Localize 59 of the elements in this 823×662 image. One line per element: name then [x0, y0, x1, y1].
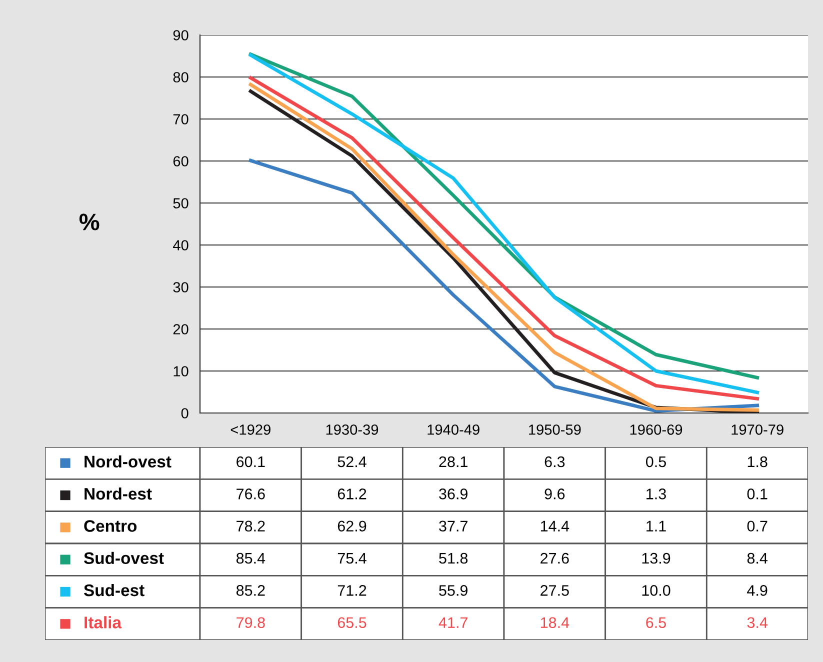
data-label: 6.5 [646, 617, 666, 628]
data-label: 27.6 [540, 552, 569, 564]
x-tick-label: 1970-79 [732, 424, 784, 435]
data-label: 0.5 [646, 456, 666, 468]
legend-label: Nord-est [84, 487, 152, 500]
y-tick-label: 80 [173, 72, 188, 82]
data-label: 13.9 [642, 552, 670, 564]
y-tick-label: 10 [174, 366, 188, 376]
x-tick-label: 1940-49 [428, 424, 480, 435]
y-tick-label: 90 [173, 30, 188, 40]
y-tick-label: 20 [173, 324, 188, 334]
data-label: 62.9 [338, 520, 366, 532]
y-tick-label: 40 [173, 240, 188, 250]
data-label: 37.7 [439, 520, 468, 532]
data-label: 85.4 [236, 552, 266, 564]
data-label: 61.2 [338, 488, 366, 500]
data-label: 76.6 [236, 488, 265, 500]
x-tick-label: 1950-59 [529, 424, 581, 435]
data-label: 78.2 [236, 520, 265, 532]
y-tick-label: 60 [173, 156, 188, 166]
y-axis-title: % [79, 214, 100, 230]
data-label: 4.9 [747, 585, 768, 596]
y-tick-label: 0 [181, 408, 188, 418]
data-label: 27.5 [540, 585, 569, 596]
data-label: 52.4 [338, 456, 366, 468]
data-label: 14.4 [540, 520, 570, 532]
data-label: 6.3 [544, 456, 565, 468]
data-label: 55.9 [439, 585, 468, 596]
legend-label: Sud-ovest [84, 552, 164, 564]
data-label: 9.6 [544, 488, 565, 500]
data-label: 1.8 [748, 456, 768, 468]
legend-label: Nord-ovest [84, 455, 172, 468]
x-tick-label: 1930-39 [326, 424, 378, 435]
data-label: 1.1 [646, 520, 666, 532]
y-tick-label: 50 [173, 198, 188, 208]
data-label: 85.2 [236, 585, 265, 596]
data-label: 0.7 [747, 520, 768, 532]
data-label: 3.4 [747, 617, 768, 628]
data-label: 71.2 [338, 585, 366, 596]
legend-label: Sud-est [84, 584, 144, 596]
legend-label: Centro [84, 520, 137, 532]
data-label: 18.4 [540, 617, 570, 628]
data-label: 51.8 [439, 552, 468, 564]
data-label: 0.1 [747, 488, 768, 500]
data-label: 65.5 [338, 617, 366, 628]
legend-label: Italia [84, 616, 122, 628]
data-label: 10.0 [642, 585, 670, 596]
data-label: 28.1 [439, 456, 468, 468]
data-label: 75.4 [338, 553, 366, 564]
data-label: 36.9 [439, 488, 468, 500]
data-label: 41.7 [438, 617, 468, 628]
data-label: 60.1 [236, 456, 265, 468]
y-tick-label: 30 [173, 282, 188, 292]
data-label: 1.3 [646, 488, 666, 500]
x-tick-label: 1960-69 [630, 424, 682, 435]
data-label: 79.8 [236, 617, 265, 628]
data-label: 8.4 [747, 552, 768, 564]
y-tick-label: 70 [173, 114, 188, 124]
x-tick-label: <1929 [230, 424, 270, 435]
